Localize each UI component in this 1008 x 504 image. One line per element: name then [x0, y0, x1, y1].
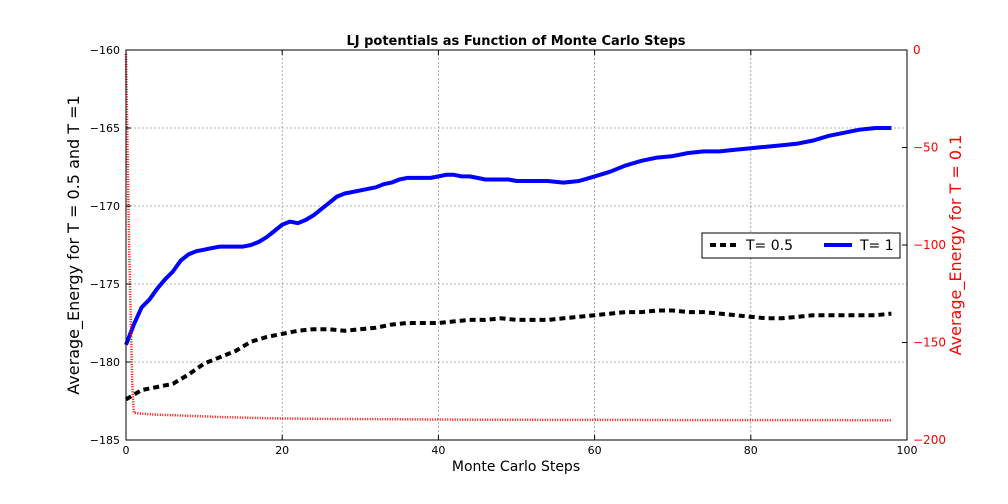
grid — [126, 50, 907, 440]
y2-tick-label: −200 — [913, 433, 946, 447]
y-tick-label: −175 — [90, 278, 120, 291]
y-tick-label: −180 — [90, 356, 120, 369]
legend-label-t1: T= 1 — [859, 238, 894, 254]
y-tick-label: −165 — [90, 122, 120, 135]
x-tick-label: 40 — [431, 444, 445, 457]
y2-tick-label: −150 — [913, 336, 946, 350]
ticks: 0 20 40 60 80 100−160−165−170−175−180−1850−50… — [90, 43, 946, 457]
y-tick-label: −185 — [90, 434, 120, 447]
y2-tick-label: −50 — [913, 141, 938, 155]
x-tick-label: 60 — [588, 444, 602, 457]
legend-label-t05: T= 0.5 — [745, 238, 793, 254]
y-tick-label: −170 — [90, 200, 120, 213]
y2-tick-label: −100 — [913, 238, 946, 252]
y2-axis-label: Average_Energy for T = 0.1 — [946, 135, 966, 356]
x-tick-label: 100 — [897, 444, 918, 457]
series-layer — [124, 53, 892, 422]
x-tick-label: 80 — [744, 444, 758, 457]
x-axis-label: Monte Carlo Steps — [452, 459, 580, 475]
legend: T= 0.5 T= 1 — [701, 232, 901, 259]
y2-tick-label: 0 — [913, 43, 921, 57]
x-tick-label: 20 — [275, 444, 289, 457]
y-axis-label: Average_Energy for T = 0.5 and T =1 — [64, 95, 84, 394]
x-tick-label: 0 — [123, 444, 130, 457]
chart-title: LJ potentials as Function of Monte Carlo… — [346, 34, 685, 49]
y-tick-label: −160 — [90, 44, 120, 57]
series-line-t05 — [124, 308, 892, 402]
series-line-t1 — [124, 126, 892, 346]
